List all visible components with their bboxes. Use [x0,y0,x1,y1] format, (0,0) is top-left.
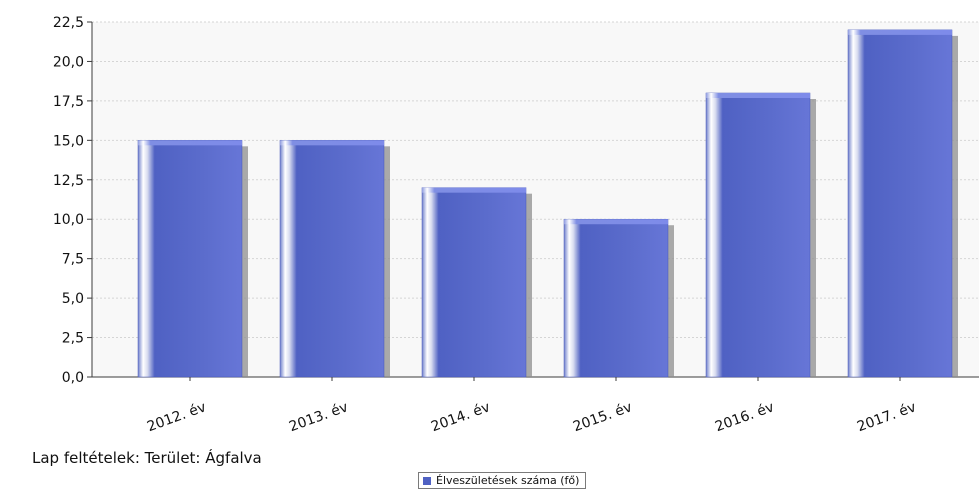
legend-swatch [423,476,431,485]
y-tick-label: 10,0 [53,212,84,228]
y-tick-label: 0,0 [62,370,84,386]
legend: Élveszületések száma (fő) [418,472,587,489]
bar [421,187,527,378]
bar [137,140,243,378]
bar-top-highlight [564,219,668,225]
bar-top-highlight [138,140,242,146]
bar-top-highlight [848,29,952,35]
y-tick-label: 12,5 [53,173,84,189]
y-tick-label: 5,0 [62,291,84,307]
bar [847,29,953,378]
x-tick-label: 2017. év [855,399,918,435]
bar [563,218,669,378]
bar-top-highlight [422,187,526,193]
bar [279,140,385,378]
bar [705,92,811,378]
x-tick-label: 2015. év [571,399,634,435]
x-tick-label: 2016. év [713,399,776,435]
bar-top-highlight [706,93,810,98]
x-tick-label: 2013. év [287,399,350,435]
y-tick-label: 15,0 [53,133,84,149]
bar-top-highlight [280,140,384,146]
x-tick-label: 2014. év [429,399,492,435]
legend-label: Élveszületések száma (fő) [436,474,580,487]
y-tick-label: 22,5 [53,15,84,31]
x-tick-label: 2012. év [145,399,208,435]
page-caption: Lap feltételek: Terület: Ágfalva [32,449,262,467]
y-tick-label: 17,5 [53,94,84,110]
y-tick-label: 2,5 [62,331,84,347]
y-tick-label: 7,5 [62,252,84,268]
y-tick-label: 20,0 [53,54,84,70]
